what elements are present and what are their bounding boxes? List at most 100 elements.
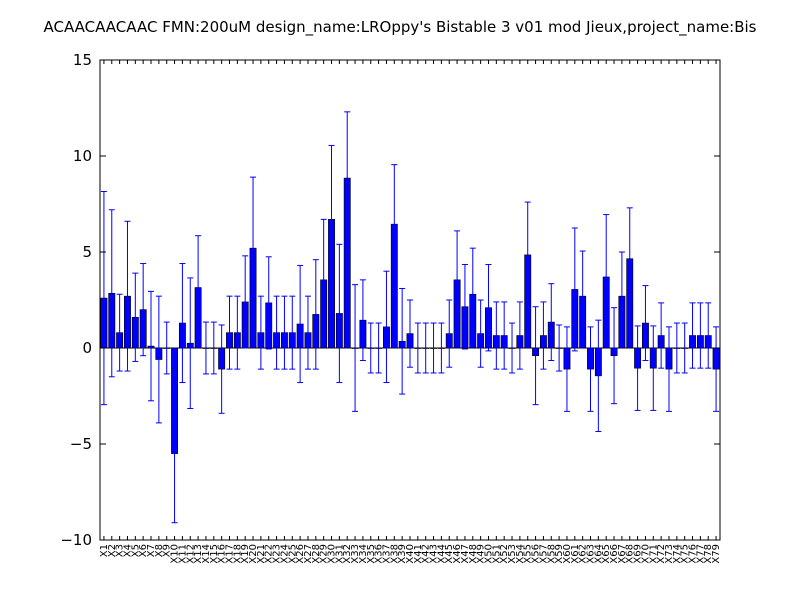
x-tick-label: X70 <box>640 544 651 564</box>
error-bar-x47 <box>461 263 468 350</box>
x-tick-label: X58 <box>546 544 557 564</box>
x-tick-label: X3 <box>115 544 126 557</box>
x-tick-label: X79 <box>711 544 722 564</box>
x-tick-label: X16 <box>217 544 228 564</box>
x-tick-label: X2 <box>107 544 118 557</box>
error-bar-x38 <box>391 164 398 285</box>
error-bar-x14 <box>202 321 209 375</box>
error-bar-x27 <box>304 295 311 370</box>
error-bar-x50 <box>485 263 492 352</box>
x-tick-label: X68 <box>625 544 636 564</box>
x-tick-label: X32 <box>342 544 353 564</box>
error-bar-x11 <box>179 263 186 384</box>
x-tick-label: X1 <box>99 544 110 557</box>
error-bar-x36 <box>375 322 382 374</box>
error-bar-x26 <box>297 264 304 384</box>
error-bar-x9 <box>163 321 170 375</box>
error-bar-x37 <box>383 270 390 384</box>
x-tick-label: X6 <box>138 544 149 557</box>
x-tick-label: X47 <box>460 544 471 564</box>
x-tick-label: X67 <box>617 544 628 564</box>
x-tick-label: X61 <box>570 544 581 564</box>
x-tick-label: X4 <box>122 544 133 557</box>
x-tick-label: X69 <box>633 544 644 564</box>
x-tick-label: X54 <box>515 544 526 564</box>
chart-title: ACAACAACAAC FMN:200uM design_name:LROppy… <box>44 18 757 37</box>
error-bar-x43 <box>430 322 437 374</box>
x-tick-label: X25 <box>287 544 298 564</box>
error-bar-x48 <box>469 247 476 341</box>
error-bar-x41 <box>414 322 421 374</box>
error-bar-x19 <box>242 255 249 349</box>
x-tick-label: X48 <box>468 544 479 564</box>
x-tick-label: X65 <box>601 544 612 564</box>
error-bar-x73 <box>665 326 672 412</box>
error-bar-x70 <box>642 285 649 361</box>
y-axis: −10 −5 0 5 10 15 <box>60 51 720 549</box>
error-bar-x28 <box>312 259 319 370</box>
error-bar-x61 <box>571 227 578 352</box>
error-bar-x74 <box>673 322 680 374</box>
x-tick-label: X44 <box>436 544 447 564</box>
x-tick-label: X63 <box>586 544 597 564</box>
x-tick-label: X22 <box>264 544 275 564</box>
error-bar-x16 <box>218 324 225 414</box>
error-bar-x72 <box>658 302 665 369</box>
error-bar-x18 <box>234 295 241 370</box>
error-bar-x54 <box>516 301 523 370</box>
x-tick-label: X29 <box>319 544 330 564</box>
error-bar-x56 <box>532 306 539 406</box>
x-axis: X1X2X3X4X5X6X7X8X9X10X11X12X13X14X15X16X… <box>99 60 722 564</box>
x-tick-label: X46 <box>452 544 463 564</box>
error-bar-x4 <box>124 220 131 372</box>
error-bar-x35 <box>367 322 374 374</box>
error-bar-x8 <box>155 295 162 424</box>
error-bar-x23 <box>273 295 280 370</box>
x-tick-label: X35 <box>366 544 377 564</box>
error-bar-x77 <box>697 302 704 369</box>
y-tick-label: 10 <box>73 147 92 165</box>
error-bar-x40 <box>407 299 413 368</box>
x-tick-label: X49 <box>476 544 487 564</box>
error-bar-x51 <box>493 301 500 370</box>
x-tick-label: X34 <box>358 544 369 564</box>
error-bar-x65 <box>603 214 610 340</box>
x-tick-label: X26 <box>295 544 306 564</box>
y-tick-label: −10 <box>60 531 92 549</box>
x-tick-label: X64 <box>593 544 604 564</box>
error-bar-x45 <box>446 299 453 368</box>
error-bar-x66 <box>611 307 618 405</box>
x-tick-label: X20 <box>248 544 259 564</box>
error-bar-x68 <box>626 207 633 311</box>
x-tick-label: X55 <box>523 544 534 564</box>
x-tick-label: X51 <box>491 544 502 564</box>
error-bar-x55 <box>524 201 531 309</box>
error-bar-x63 <box>587 326 594 412</box>
error-bar-x69 <box>634 325 641 411</box>
x-tick-label: X9 <box>162 544 173 557</box>
error-bar-x59 <box>556 324 563 372</box>
x-tick-label: X13 <box>193 544 204 564</box>
error-bar-x21 <box>257 295 264 370</box>
y-tick-label: 5 <box>82 243 92 261</box>
error-bar-x44 <box>438 322 445 374</box>
x-tick-label: X52 <box>499 544 510 564</box>
x-tick-label: X53 <box>507 544 518 564</box>
x-tick-label: X14 <box>201 544 212 564</box>
error-bar-x10 <box>171 383 178 524</box>
x-tick-label: X33 <box>350 544 361 564</box>
error-bar-x15 <box>210 321 217 375</box>
x-tick-label: X72 <box>656 544 667 564</box>
x-tick-label: X45 <box>444 544 455 564</box>
error-bar-x75 <box>681 322 688 374</box>
x-tick-label: X41 <box>413 544 424 564</box>
x-tick-label: X43 <box>429 544 440 564</box>
error-bar-x62 <box>579 250 586 342</box>
error-bar-x67 <box>618 251 625 341</box>
x-tick-label: X21 <box>256 544 267 564</box>
x-tick-label: X71 <box>648 544 659 564</box>
error-bar-x33 <box>352 284 359 412</box>
error-bar-x5 <box>132 272 139 362</box>
error-bar-x58 <box>548 283 555 361</box>
